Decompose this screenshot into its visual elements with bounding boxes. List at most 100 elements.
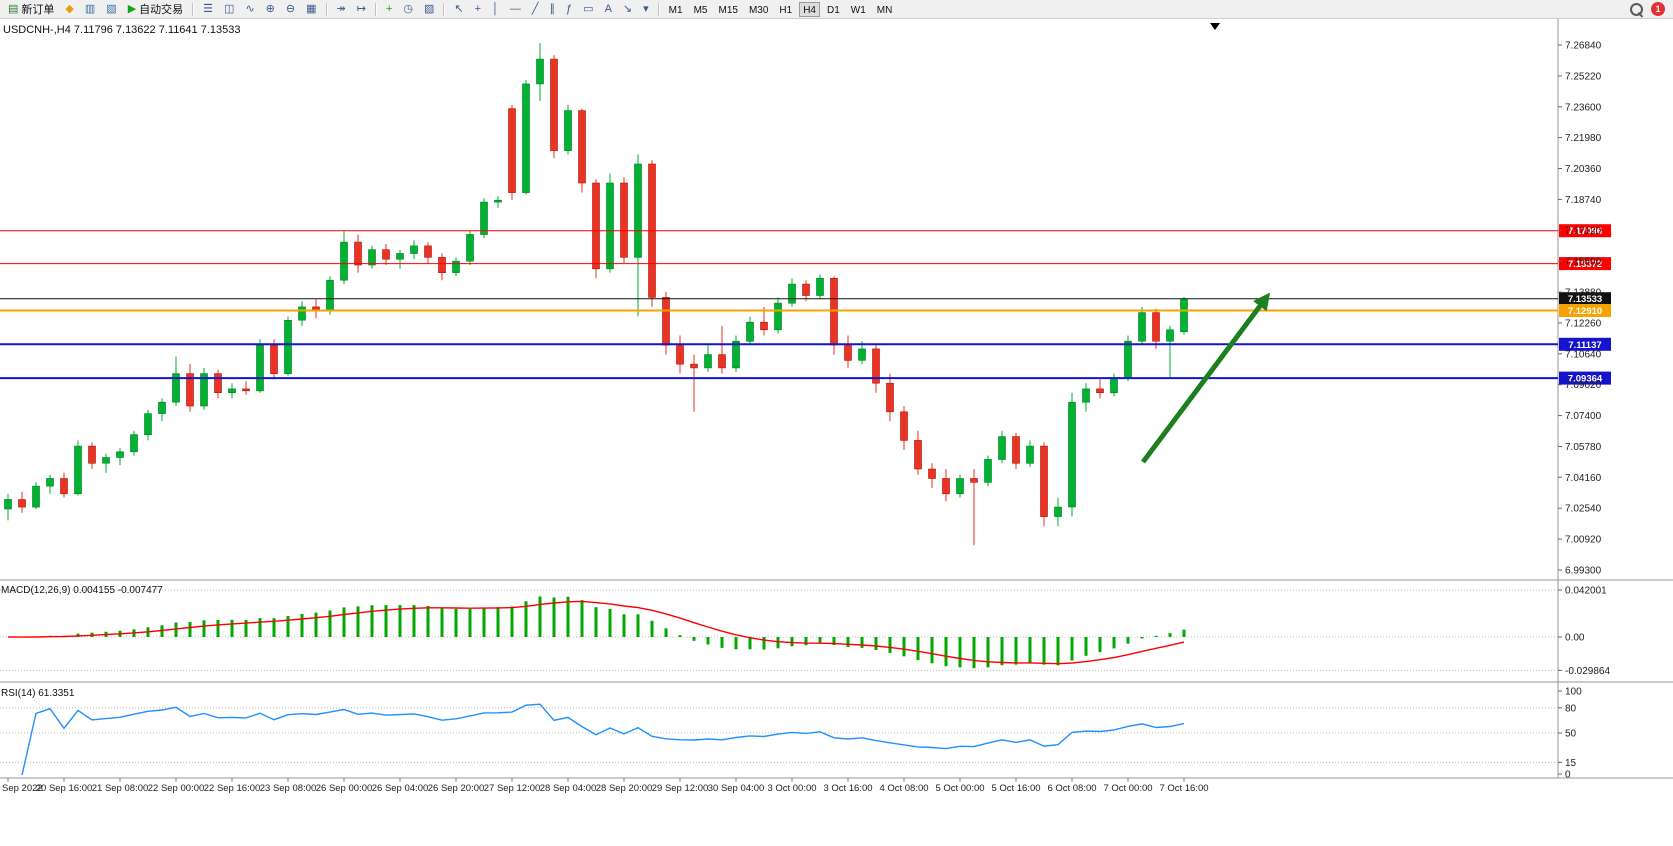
line-chart-icon: ∿ [245,2,255,15]
timeframe-button-m5[interactable]: M5 [690,2,712,17]
navigator-button[interactable]: ▧ [101,1,121,18]
svg-text:23 Sep 08:00: 23 Sep 08:00 [260,783,317,794]
toolbar-separator [657,2,660,16]
annotations-layer[interactable] [1141,292,1271,464]
fibonacci-button[interactable]: ƒ [561,1,577,18]
tile-windows-button[interactable]: ▦ [301,1,321,18]
timeframe-button-h4[interactable]: H4 [799,1,820,17]
arrows-tool-button[interactable]: ↘ [618,1,637,18]
auto-scroll-icon: ↠ [336,2,346,15]
channel-button[interactable]: ∥ [545,1,561,18]
indicators-icon: + [385,2,393,15]
timeframe-button-m1[interactable]: M1 [665,2,687,17]
zoom-in-button[interactable]: ⊕ [261,1,280,18]
chart-shift-marker[interactable] [1210,23,1220,30]
new-order-icon: ▤ [8,2,19,15]
svg-text:7.23600: 7.23600 [1565,102,1602,113]
periods-icon: ◷ [403,2,413,15]
candles-layer[interactable] [4,43,1188,546]
toolbar-separator [325,2,328,16]
rsi-pane[interactable] [0,703,1558,776]
svg-text:7.17120: 7.17120 [1565,226,1602,237]
svg-text:7.15372: 7.15372 [1568,259,1602,270]
fibonacci-icon: ƒ [566,2,573,15]
text-label-button[interactable]: A [600,1,617,18]
periods-button[interactable]: ◷ [398,1,418,18]
crosshair-button[interactable]: + [470,1,486,18]
indicators-button[interactable]: + [381,1,397,18]
svg-text:-0.029864: -0.029864 [1565,666,1610,677]
svg-text:7.13533: 7.13533 [1568,294,1602,305]
timeframe-button-d1[interactable]: D1 [823,2,844,17]
candlestick-chart-button[interactable]: ◫ [219,1,239,18]
shapes-button[interactable]: ▭ [578,1,598,18]
horizontal-line-icon: — [509,2,521,15]
channel-icon: ∥ [549,2,556,15]
svg-text:21 Sep 08:00: 21 Sep 08:00 [92,783,149,794]
market-watch-button[interactable]: ▥ [80,1,100,18]
timeframe-button-h1[interactable]: H1 [775,2,796,17]
svg-text:26 Sep 00:00: 26 Sep 00:00 [316,783,373,794]
svg-text:7 Oct 16:00: 7 Oct 16:00 [1159,783,1208,794]
notification-badge[interactable]: 1 [1651,2,1665,16]
horizontal-line-button[interactable]: — [505,1,526,18]
timeframe-button-m30[interactable]: M30 [745,2,772,17]
line-chart-button[interactable]: ∿ [240,1,259,18]
toolbar-buttons: ▤ 新订单 ◆ ▥ ▧ ▶ 自动交易 ☰ ◫ ∿ ⊕ ⊖ ▦ ↠ ↦ + ◷ ▨ ↖ + │ — ╱ ∥ ƒ ▭ A ↘ ▾ M1 M5 M1… [3,1,897,18]
tools-dropdown-icon: ▾ [643,2,649,15]
chart-workspace: 7.17096 7.15372 7.13533 7.12910 7.11137 7.093… [0,19,1673,846]
timeframe-button-m15[interactable]: M15 [714,2,741,17]
zoom-out-button[interactable]: ⊖ [281,1,300,18]
charts-profile-button[interactable]: ◆ [60,1,78,18]
tile-windows-icon: ▦ [306,2,317,15]
svg-text:7.05780: 7.05780 [1565,442,1602,453]
svg-text:7.02540: 7.02540 [1565,504,1602,515]
svg-text:4 Oct 08:00: 4 Oct 08:00 [879,783,928,794]
svg-text:30 Sep 04:00: 30 Sep 04:00 [708,783,765,794]
vertical-line-icon: │ [492,2,499,15]
search-icon[interactable] [1630,2,1643,16]
svg-text:6 Oct 08:00: 6 Oct 08:00 [1047,783,1096,794]
svg-text:7.12260: 7.12260 [1565,318,1602,329]
cursor-button[interactable]: ↖ [449,1,468,18]
svg-text:20 Sep 16:00: 20 Sep 16:00 [36,783,93,794]
arrows-tool-icon: ↘ [622,2,633,15]
zoom-out-icon: ⊖ [285,2,296,15]
autotrading-button[interactable]: ▶ 自动交易 [123,1,188,18]
tools-dropdown-button[interactable]: ▾ [638,1,654,18]
svg-text:7.25220: 7.25220 [1565,71,1602,82]
svg-text:7.10640: 7.10640 [1565,349,1602,360]
chart-shift-button[interactable]: ↦ [352,1,371,18]
svg-text:0: 0 [1565,770,1571,781]
cursor-icon: ↖ [454,2,464,15]
bar-chart-button[interactable]: ☰ [198,1,218,18]
bar-chart-icon: ☰ [203,2,214,15]
timeframe-button-mn[interactable]: MN [873,2,897,17]
autotrading-label: 自动交易 [139,4,184,16]
rsi-indicator-label: RSI(14) 61.3351 [1,688,75,699]
candlestick-chart-icon: ◫ [224,2,235,15]
crosshair-icon: + [474,2,482,15]
toolbar: ▤ 新订单 ◆ ▥ ▧ ▶ 自动交易 ☰ ◫ ∿ ⊕ ⊖ ▦ ↠ ↦ + ◷ ▨ ↖ + │ — ╱ ∥ ƒ ▭ A ↘ ▾ M1 M5 M1… [0,0,1673,19]
auto-scroll-button[interactable]: ↠ [332,1,351,18]
trendline-button[interactable]: ╱ [527,1,544,18]
svg-text:7.21980: 7.21980 [1565,133,1602,144]
macd-pane[interactable] [0,589,1558,671]
svg-text:22 Sep 16:00: 22 Sep 16:00 [204,783,261,794]
new-order-button[interactable]: ▤ 新订单 [3,1,59,18]
timeframe-button-w1[interactable]: W1 [847,2,870,17]
svg-text:7.04160: 7.04160 [1565,473,1602,484]
toolbar-separator [443,2,446,16]
templates-icon: ▨ [423,2,435,15]
price-axis[interactable]: 7.26840 7.25220 7.23600 7.21980 7.20360 7.187… [1558,41,1610,781]
autotrading-icon: ▶ [127,2,137,15]
toolbar-separator [192,2,195,16]
svg-text:7.15500: 7.15500 [1565,257,1602,268]
templates-button[interactable]: ▨ [419,1,439,18]
svg-text:7.07400: 7.07400 [1565,411,1602,422]
vertical-line-button[interactable]: │ [487,1,504,18]
svg-text:5 Oct 16:00: 5 Oct 16:00 [991,783,1040,794]
